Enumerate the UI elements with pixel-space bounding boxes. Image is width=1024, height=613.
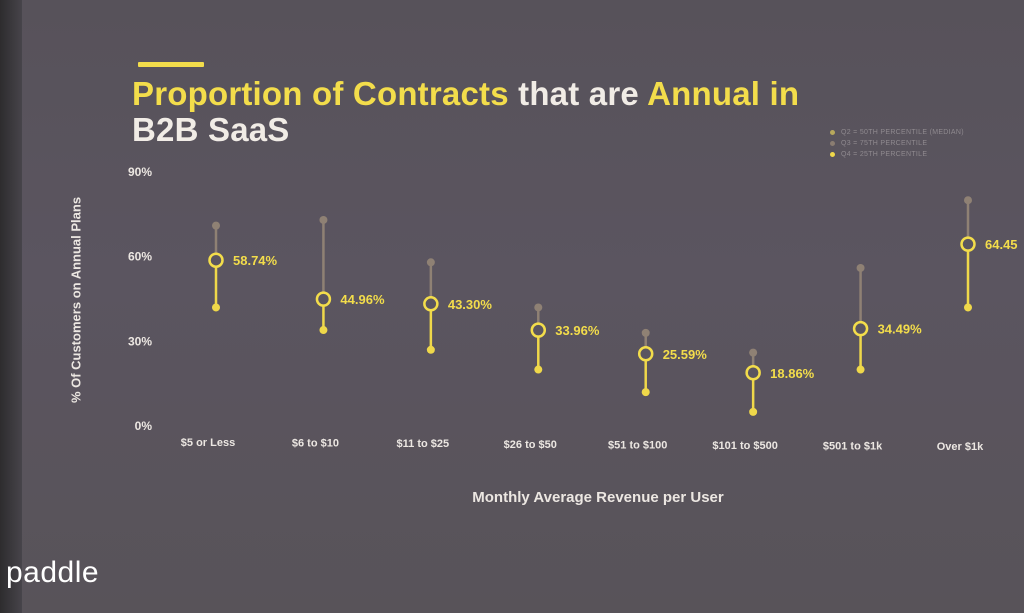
q3-75th-point [964,196,972,205]
y-axis-title: % Of Customers on Annual Plans [68,196,84,404]
title-part-4: B2B SaaS [132,111,290,148]
median-data-label: 64.45 [985,237,1018,252]
legend-label-75th: Q3 = 75TH PERCENTILE [841,140,928,147]
legend-item-75th: Q3 = 75TH PERCENTILE [830,138,964,149]
median-data-label: 44.96% [340,292,385,307]
q3-75th-point [426,258,435,267]
median-point [315,291,332,307]
q3-75th-point [749,348,758,357]
q3-75th-point [319,215,328,224]
x-tick-label: $101 to $500 [712,440,777,452]
x-tick-label: $501 to $1k [823,441,883,453]
median-data-label: 34.49% [878,322,923,337]
x-tick-label: $26 to $50 [504,439,557,451]
legend-swatch-25th [830,152,835,157]
chart-title: Proportion of Contracts that are Annual … [132,76,832,148]
legend-swatch-median [830,130,835,135]
title-part-1: Proportion of Contracts [132,75,509,112]
q1-25th-point [641,388,650,397]
room-wall [0,0,22,613]
median-point [423,296,439,312]
median-data-label: 18.86% [770,366,815,381]
median-data-label: 25.59% [663,347,708,362]
median-data-label: 43.30% [448,297,493,312]
q3-75th-point [856,263,865,272]
x-tick-label: Over $1k [937,441,984,453]
legend-label-25th: Q4 = 25TH PERCENTILE [841,151,928,158]
median-point [530,322,547,338]
paddle-logo: paddle [6,556,100,589]
title-part-2: that are [508,75,648,112]
title-part-3: Annual in [647,75,800,112]
median-point [852,320,869,337]
title-accent-bar [138,62,204,67]
q1-25th-point [749,407,758,416]
median-point [960,236,976,252]
q3-75th-point [641,328,650,337]
legend-swatch-75th [830,141,835,146]
q3-75th-point [534,303,543,312]
q1-25th-point [534,365,543,374]
median-point [745,365,761,381]
y-tick-label: 90% [128,165,152,179]
q1-25th-point [212,303,220,312]
y-tick-label: 60% [128,250,152,264]
median-data-label: 33.96% [555,323,600,338]
x-tick-label: $11 to $25 [397,438,450,450]
legend-item-25th: Q4 = 25TH PERCENTILE [830,149,964,160]
legend: Q2 = 50TH PERCENTILE (MEDIAN) Q3 = 75TH … [830,127,964,160]
x-axis-title: Monthly Average Revenue per User [472,489,724,506]
median-data-label: 58.74% [233,253,278,268]
q1-25th-point [964,303,972,312]
y-tick-label: 0% [135,419,153,433]
x-tick-label: $51 to $100 [608,439,667,451]
x-tick-label: $5 or Less [181,437,235,449]
median-point [637,346,654,362]
legend-item-median: Q2 = 50TH PERCENTILE (MEDIAN) [830,127,964,138]
q1-25th-point [426,345,435,354]
q1-25th-point [319,326,328,335]
median-point [208,252,224,268]
x-tick-label: $6 to $10 [292,438,339,450]
legend-label-median: Q2 = 50TH PERCENTILE (MEDIAN) [841,129,964,136]
q1-25th-point [856,365,865,374]
q3-75th-point [212,221,220,230]
y-tick-label: 30% [128,334,152,348]
